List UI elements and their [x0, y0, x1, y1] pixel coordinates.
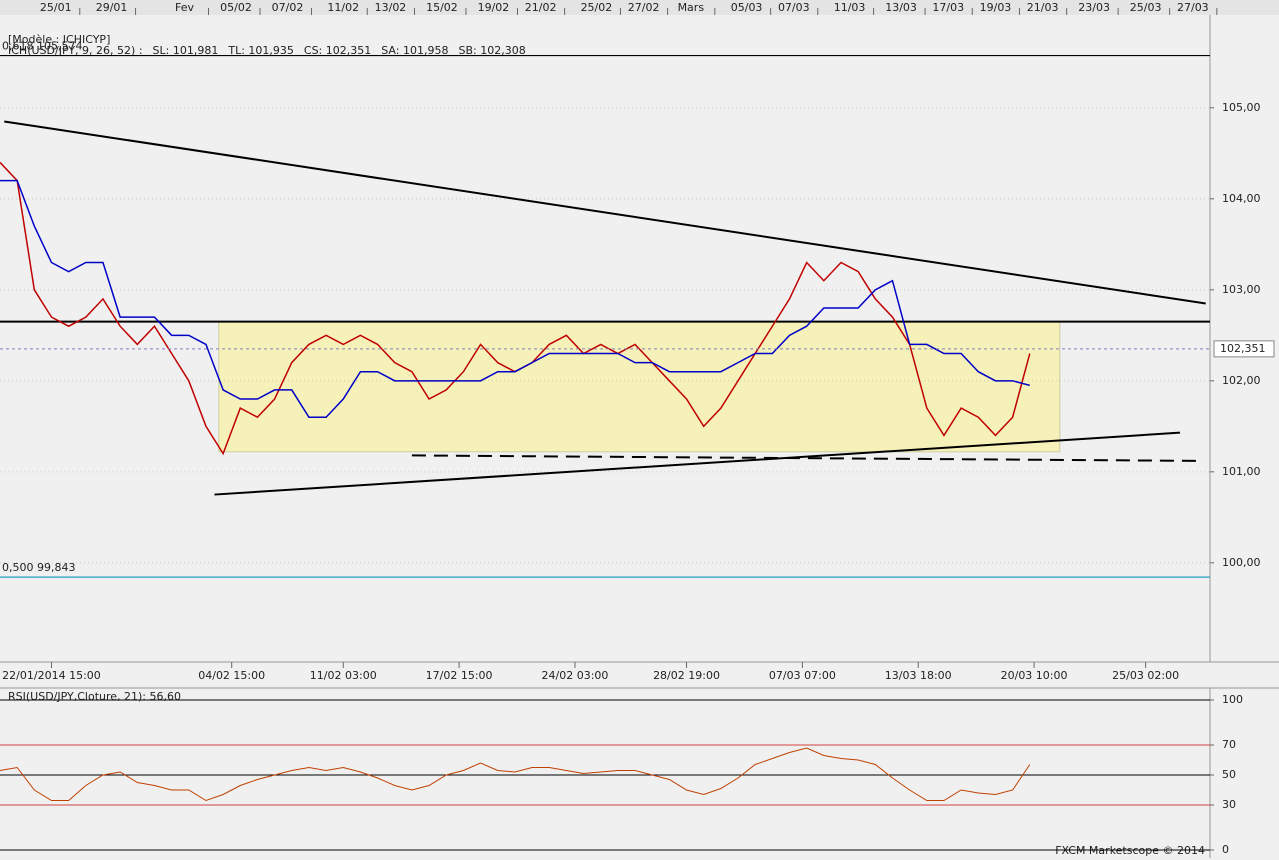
range-box	[218, 321, 1061, 453]
series-line	[0, 179, 1030, 418]
top-tick-label: 05/03	[731, 1, 763, 14]
legend-entry: SL: 101,981	[153, 44, 219, 57]
bottom-tick-label: 13/03 18:00	[885, 669, 952, 682]
top-tick-label: 27/03	[1177, 1, 1209, 14]
top-tick-label: 11/02	[327, 1, 359, 14]
trend-line	[214, 431, 1181, 496]
legend-entry: SA: 101,958	[381, 44, 448, 57]
top-tick-label: Mars	[678, 1, 705, 14]
y-tick-label: 103,00	[1222, 283, 1261, 296]
top-tick-label: 25/01	[40, 1, 72, 14]
bottom-tick-label: 28/02 19:00	[653, 669, 720, 682]
top-tick-label: 15/02	[426, 1, 458, 14]
legend-entry: ICH(USD/JPY, 9, 26, 52) :	[8, 44, 143, 57]
bottom-tick-label: 24/02 03:00	[542, 669, 609, 682]
top-tick-label: 21/02	[525, 1, 557, 14]
legend-entry: SB: 102,308	[458, 44, 525, 57]
legend-entry: CS: 102,351	[304, 44, 371, 57]
top-tick-label: 23/03	[1078, 1, 1110, 14]
top-tick-label: 19/02	[478, 1, 510, 14]
y-tick-label: 0	[1222, 843, 1229, 856]
bottom-tick-label: 04/02 15:00	[198, 669, 265, 682]
bottom-tick-label: 07/03 07:00	[769, 669, 836, 682]
y-tick-label: 105,00	[1222, 101, 1261, 114]
y-tick-label: 30	[1222, 798, 1236, 811]
price-label: 102,351	[1220, 342, 1266, 355]
level-label: 0,500 99,843	[2, 561, 75, 574]
bottom-tick-label: 25/03 02:00	[1112, 669, 1179, 682]
bottom-tick-label: 20/03 10:00	[1001, 669, 1068, 682]
bottom-tick-label: 11/02 03:00	[310, 669, 377, 682]
y-tick-label: 100,00	[1222, 556, 1261, 569]
bottom-tick-label: 22/01/2014 15:00	[2, 669, 101, 682]
level-label: 0,618 105,574	[2, 40, 82, 53]
y-tick-label: 101,00	[1222, 465, 1261, 478]
legend-entry: TL: 101,935	[227, 44, 294, 57]
price-tag	[1213, 340, 1275, 358]
top-tick-label: Fev	[175, 1, 194, 14]
top-tick-label: 21/03	[1027, 1, 1059, 14]
top-tick-label: 27/02	[628, 1, 660, 14]
trend-line	[4, 120, 1206, 305]
series-line	[0, 747, 1031, 802]
bottom-tick-label: 17/02 15:00	[426, 669, 493, 682]
top-tick-label: 19/03	[980, 1, 1012, 14]
top-tick-label: 29/01	[96, 1, 128, 14]
top-tick-label: 25/02	[581, 1, 613, 14]
panel-title: RSI(USD/JPY,Cloture, 21): 56,60	[8, 690, 181, 703]
top-tick-label: 13/03	[885, 1, 917, 14]
model-label: [Modèle : ICHICYP]	[8, 33, 110, 46]
top-tick-label: 07/02	[272, 1, 304, 14]
top-tick-label: 11/03	[834, 1, 866, 14]
top-tick-label: 13/02	[375, 1, 407, 14]
y-tick-label: 50	[1222, 768, 1236, 781]
top-axis-band	[0, 0, 1279, 15]
top-tick-label: 05/02	[220, 1, 252, 14]
top-tick-label: 17/03	[932, 1, 964, 14]
top-tick-label: 07/03	[778, 1, 810, 14]
y-tick-label: 70	[1222, 738, 1236, 751]
y-tick-label: 104,00	[1222, 192, 1261, 205]
y-tick-label: 102,00	[1222, 374, 1261, 387]
top-tick-label: 25/03	[1130, 1, 1162, 14]
y-tick-label: 100	[1222, 693, 1243, 706]
